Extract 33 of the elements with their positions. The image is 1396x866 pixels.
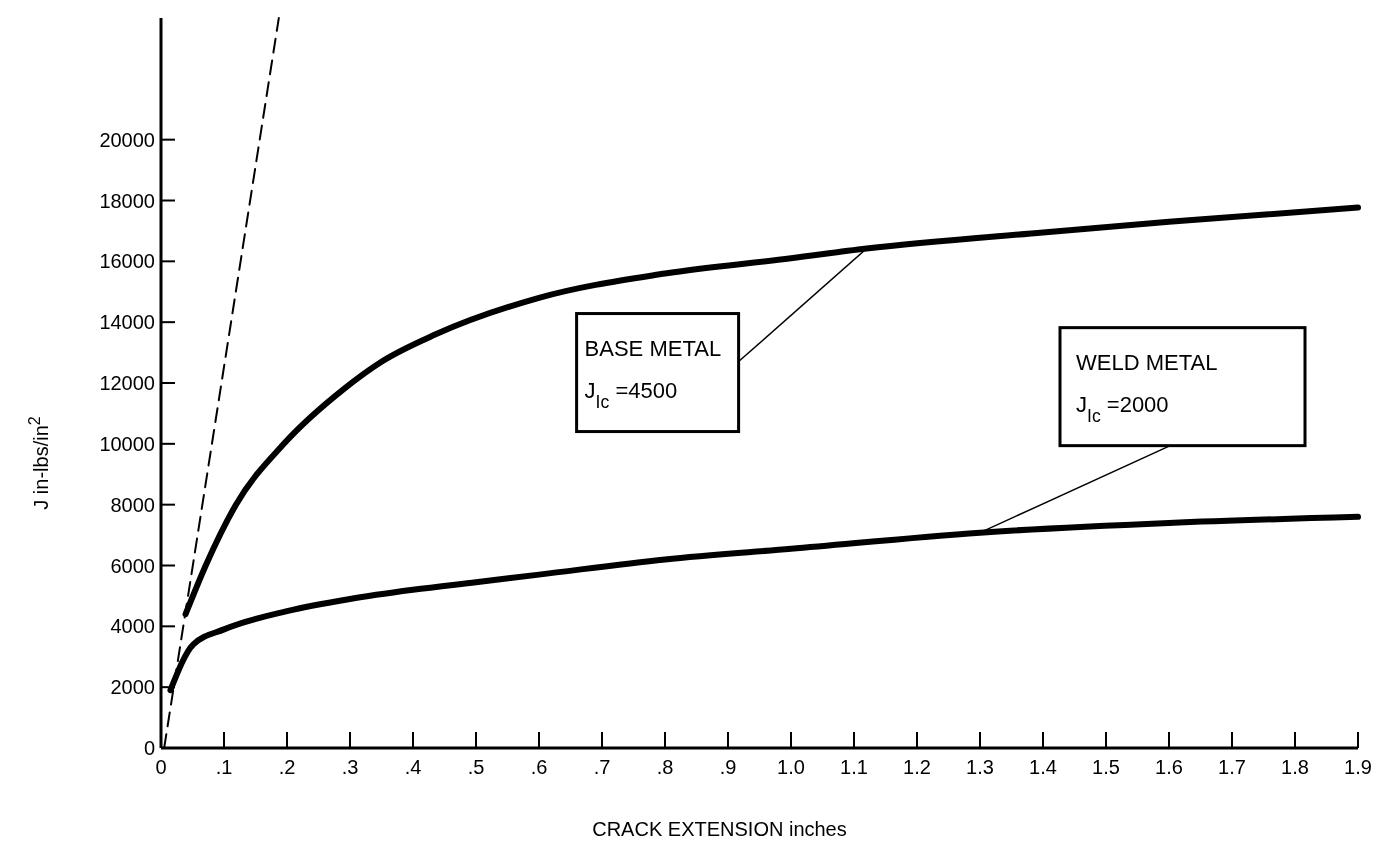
y-tick-label: 14000 <box>99 311 155 334</box>
x-tick-label: .5 <box>467 756 485 778</box>
annotation: BASE METAL J$_{Ic}$ =4500 <box>584 335 722 412</box>
y-tick-label: 2000 <box>110 676 155 699</box>
x-tick-label: 1.0 <box>777 756 805 778</box>
y-tick-label: 6000 <box>110 554 155 577</box>
x-tick-label: .6 <box>530 756 548 778</box>
x-tick-label: 1.2 <box>903 756 931 778</box>
x-tick-label: .7 <box>593 756 611 778</box>
x-tick-label: .4 <box>404 756 422 778</box>
annotation: WELD METAL J$_{Ic}$ =2000 <box>1076 349 1218 426</box>
x-tick-label: 1.7 <box>1218 756 1246 778</box>
y-tick-label: 12000 <box>99 372 155 394</box>
y-tick-label: 10000 <box>99 432 155 455</box>
x-tick-label: .9 <box>719 756 737 778</box>
x-tick-label: 1.8 <box>1281 756 1309 778</box>
x-tick-label: .2 <box>278 756 296 778</box>
x-tick-label: .8 <box>656 756 674 778</box>
x-tick-label: 1.1 <box>840 756 868 778</box>
y-tick-label: 20000 <box>99 128 155 151</box>
x-tick-label: .3 <box>341 756 359 778</box>
x-tick-label: 1.5 <box>1092 756 1120 778</box>
y-tick-label: 0 <box>143 737 155 759</box>
x-tick-label: 1.6 <box>1155 756 1183 778</box>
x-tick-label: 1.9 <box>1344 756 1372 778</box>
x-tick-label: .1 <box>215 756 233 778</box>
y-tick-label: 16000 <box>99 250 155 273</box>
x-tick-label: 1.3 <box>966 756 994 778</box>
y-tick-label: 4000 <box>110 615 155 638</box>
x-axis-title: CRACK EXTENSION inches <box>592 818 847 840</box>
y-tick-label: 18000 <box>99 189 155 212</box>
x-tick-label: 1.4 <box>1029 756 1057 778</box>
y-tick-label: 8000 <box>110 493 155 516</box>
